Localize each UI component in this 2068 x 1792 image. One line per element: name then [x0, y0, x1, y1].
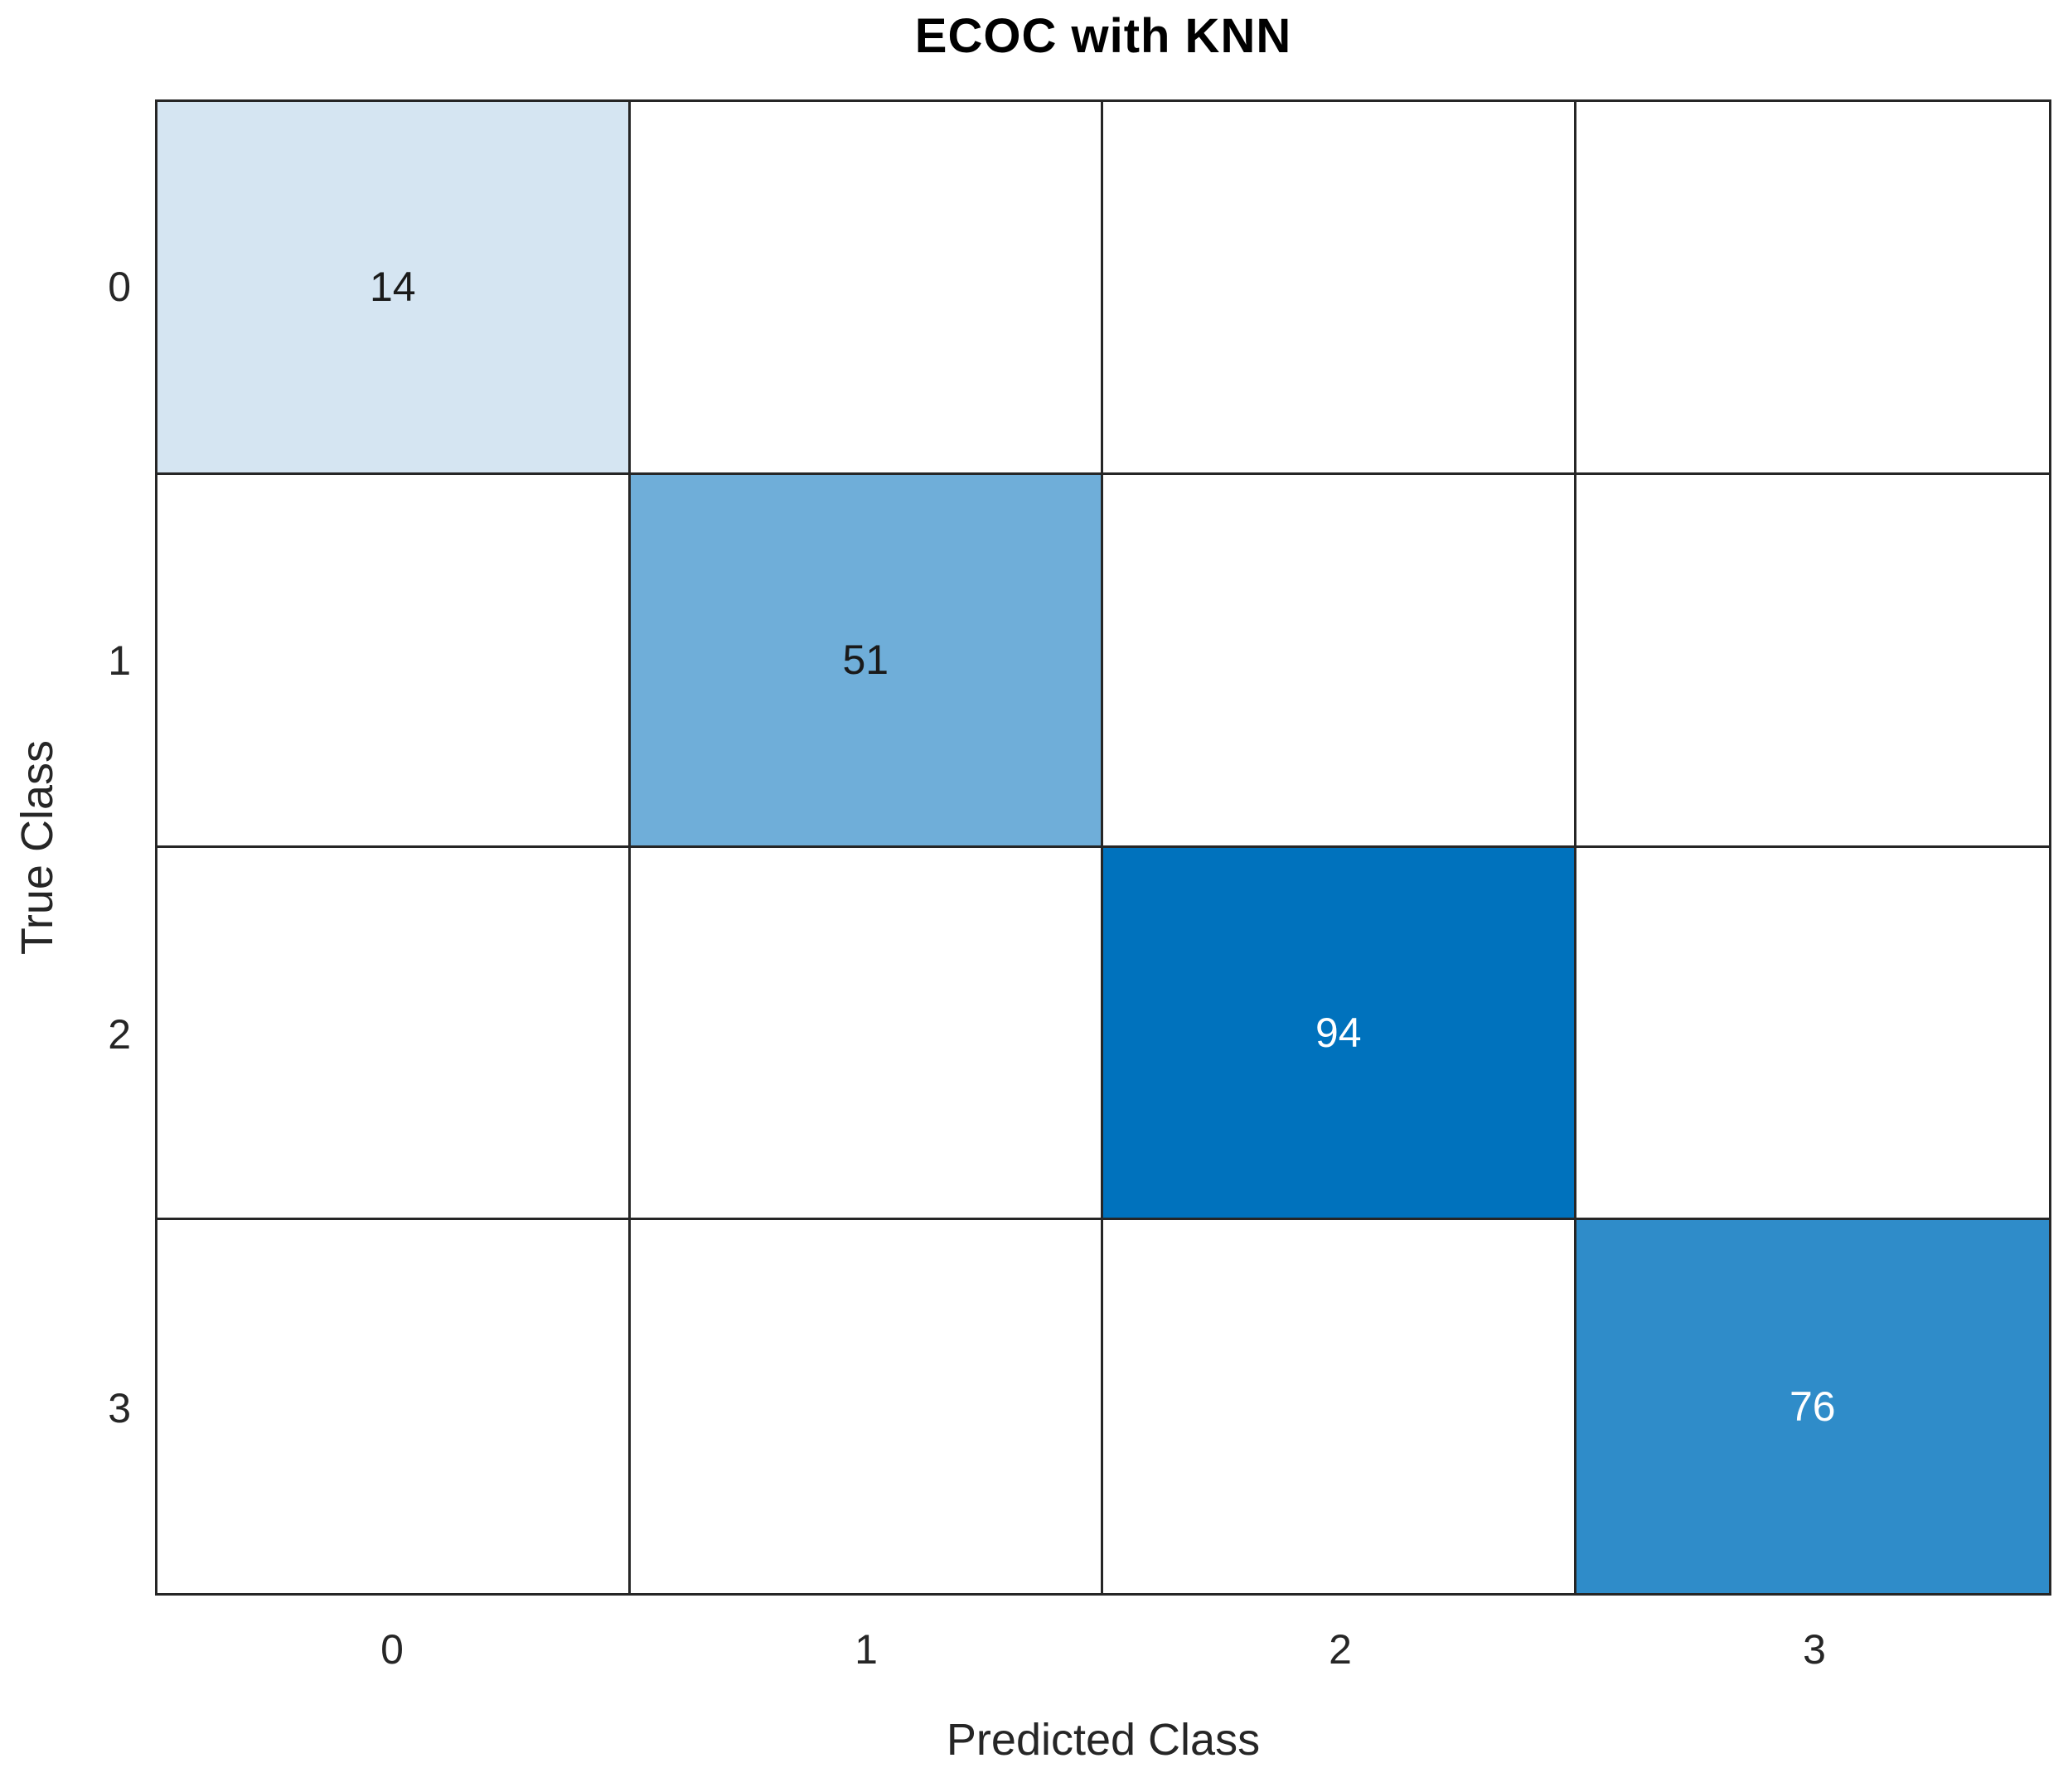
confusion-matrix-grid: 14 51 94 76: [155, 99, 2051, 1596]
matrix-cell-r2c1: [630, 847, 1103, 1221]
x-tick-2: 2: [1329, 1626, 1352, 1673]
matrix-cell-r2c2: 94: [1103, 847, 1576, 1221]
y-axis-tick-labels: 0 1 2 3: [0, 99, 131, 1596]
chart-title: ECOC with KNN: [914, 9, 1292, 63]
matrix-cell-r0c2: [1103, 102, 1576, 475]
y-axis-label-text: True Class: [12, 739, 62, 956]
matrix-cell-r1c2: [1103, 474, 1576, 848]
matrix-cell-r3c0: [157, 1220, 631, 1593]
y-tick-0: 0: [108, 263, 131, 310]
y-axis-label: True Class: [8, 99, 66, 1596]
x-axis-label: Predicted Class: [946, 1715, 1261, 1765]
matrix-cell-r3c1: [630, 1220, 1103, 1593]
y-tick-2: 2: [108, 1011, 131, 1058]
matrix-cell-r0c0: 14: [157, 102, 631, 475]
matrix-cell-r2c0: [157, 847, 631, 1221]
y-tick-3: 3: [108, 1385, 131, 1432]
x-tick-1: 1: [855, 1626, 878, 1673]
matrix-cell-r0c1: [630, 102, 1103, 475]
matrix-cell-r2c3: [1576, 847, 2049, 1221]
matrix-cell-r1c0: [157, 474, 631, 848]
matrix-cell-r0c3: [1576, 102, 2049, 475]
x-axis-tick-labels: 0 1 2 3: [155, 1623, 2051, 1676]
matrix-cell-r1c1: 51: [630, 474, 1103, 848]
matrix-cell-r3c2: [1103, 1220, 1576, 1593]
y-tick-1: 1: [108, 637, 131, 684]
x-tick-0: 0: [380, 1626, 404, 1673]
x-tick-3: 3: [1803, 1626, 1826, 1673]
matrix-cell-r1c3: [1576, 474, 2049, 848]
matrix-cell-r3c3: 76: [1576, 1220, 2049, 1593]
